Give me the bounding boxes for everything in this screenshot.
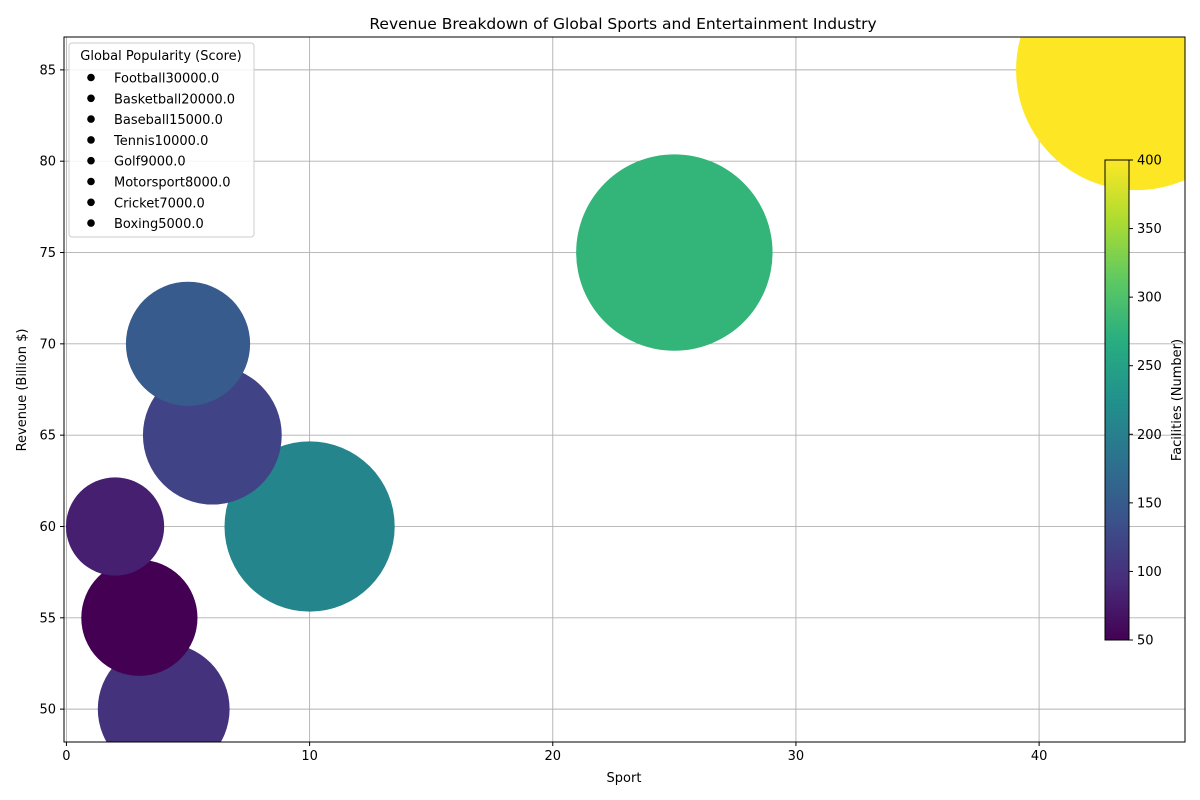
legend-entry-label: Football30000.0 [114,72,219,87]
legend-marker [87,73,95,82]
colorbar-tick-label: 300 [1137,291,1162,306]
colorbar-tick-label: 50 [1137,634,1154,649]
legend-title: Global Popularity (Score) [80,49,241,64]
legend-entry-label: Basketball20000.0 [114,92,235,107]
plot-frame [63,36,1186,743]
y-axis-label: Revenue (Billion $) [15,329,30,452]
x-tick-label: 40 [1031,749,1048,764]
colorbar-tick-label: 200 [1137,428,1162,443]
legend-entry-label: Golf9000.0 [114,155,186,170]
legend-marker [87,94,95,103]
legend-marker [87,177,95,186]
legend-marker [87,219,95,227]
x-axis-label: Sport [607,771,642,786]
colorbar-tick-label: 150 [1137,496,1162,511]
y-tick-label: 60 [39,520,56,535]
colorbar-ticks: 50 100 150 200 250 300 350 400 [1129,154,1162,649]
x-axis-ticks: 0 10 20 30 40 [62,742,1047,764]
legend-marker [87,136,95,144]
colorbar-frame [1104,159,1130,641]
x-tick-label: 10 [301,749,318,764]
legend-entry-label: Boxing5000.0 [114,217,204,232]
y-axis-ticks: 50 55 60 65 70 75 80 85 [39,63,64,718]
legend-entry-label: Motorsport8000.0 [114,176,230,191]
colorbar-tick-label: 350 [1137,222,1162,237]
x-tick-label: 0 [62,749,70,764]
legend-entries: Football30000.0 Basketball20000.0 Baseball… [87,72,235,232]
data-bubble [81,559,198,676]
data-bubble [125,281,251,406]
legend-entry-label: Baseball15000.0 [114,113,223,128]
colorbar: 50 100 150 200 250 300 350 400 Facilities (Numb… [1104,154,1185,649]
x-tick-label: 20 [544,749,561,764]
colorbar-tick-label: 400 [1137,154,1162,169]
y-tick-label: 85 [39,63,56,78]
legend-marker [87,115,95,123]
data-bubble [65,477,165,576]
y-tick-label: 50 [39,703,56,718]
colorbar-tick-label: 100 [1137,565,1162,580]
legend-entry-label: Tennis10000.0 [113,134,208,149]
y-tick-label: 55 [39,611,56,626]
data-bubble [1016,37,1185,191]
y-tick-label: 65 [39,429,56,444]
colorbar-gradient [1105,160,1129,640]
legend-box [68,42,255,238]
bubble-series [65,37,1185,742]
legend-marker [87,198,95,207]
chart-title: Revenue Breakdown of Global Sports and E… [369,15,876,33]
legend-marker [87,156,95,165]
y-tick-label: 75 [39,246,56,261]
colorbar-label: Facilities (Number) [1170,339,1185,461]
y-tick-label: 70 [39,337,56,352]
x-tick-label: 30 [788,749,805,764]
y-tick-label: 80 [39,155,56,170]
data-bubble [576,154,773,351]
legend-entry-label: Cricket7000.0 [114,196,205,211]
colorbar-tick-label: 250 [1137,359,1162,374]
legend: Global Popularity (Score) Football30000.… [68,42,255,238]
data-bubble [224,441,395,612]
